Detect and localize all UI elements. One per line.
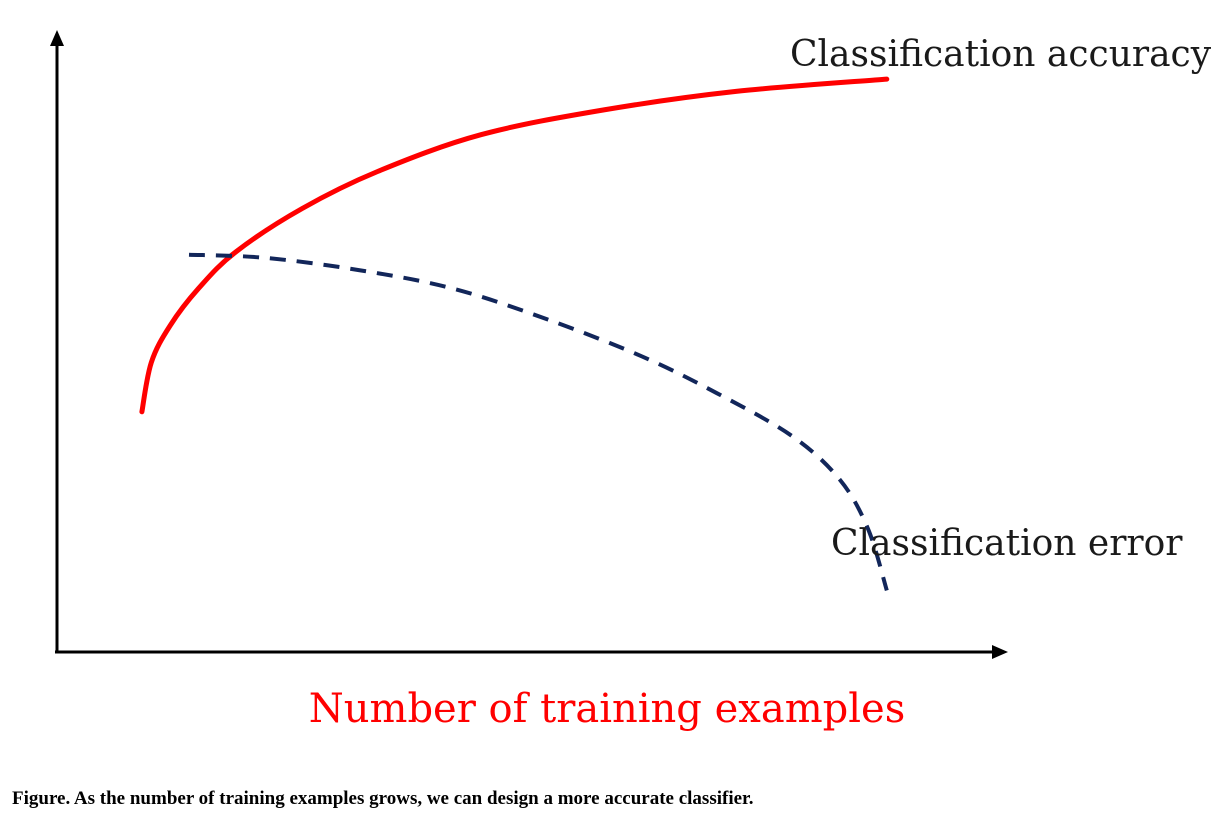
- x-axis-arrowhead: [992, 645, 1008, 659]
- x-axis: [55, 645, 1008, 659]
- y-axis: [50, 30, 64, 652]
- chart: Classification accuracy Classification e…: [50, 30, 1212, 732]
- error-series-label: Classification error: [831, 523, 1183, 564]
- accuracy-series-line: [139, 76, 890, 415]
- error-series-line: [188, 252, 889, 591]
- x-axis-label: Number of training examples: [309, 686, 905, 732]
- accuracy-series-label: Classification accuracy: [790, 34, 1212, 75]
- y-axis-arrowhead: [50, 30, 64, 46]
- figure-caption: Figure. As the number of training exampl…: [12, 788, 754, 809]
